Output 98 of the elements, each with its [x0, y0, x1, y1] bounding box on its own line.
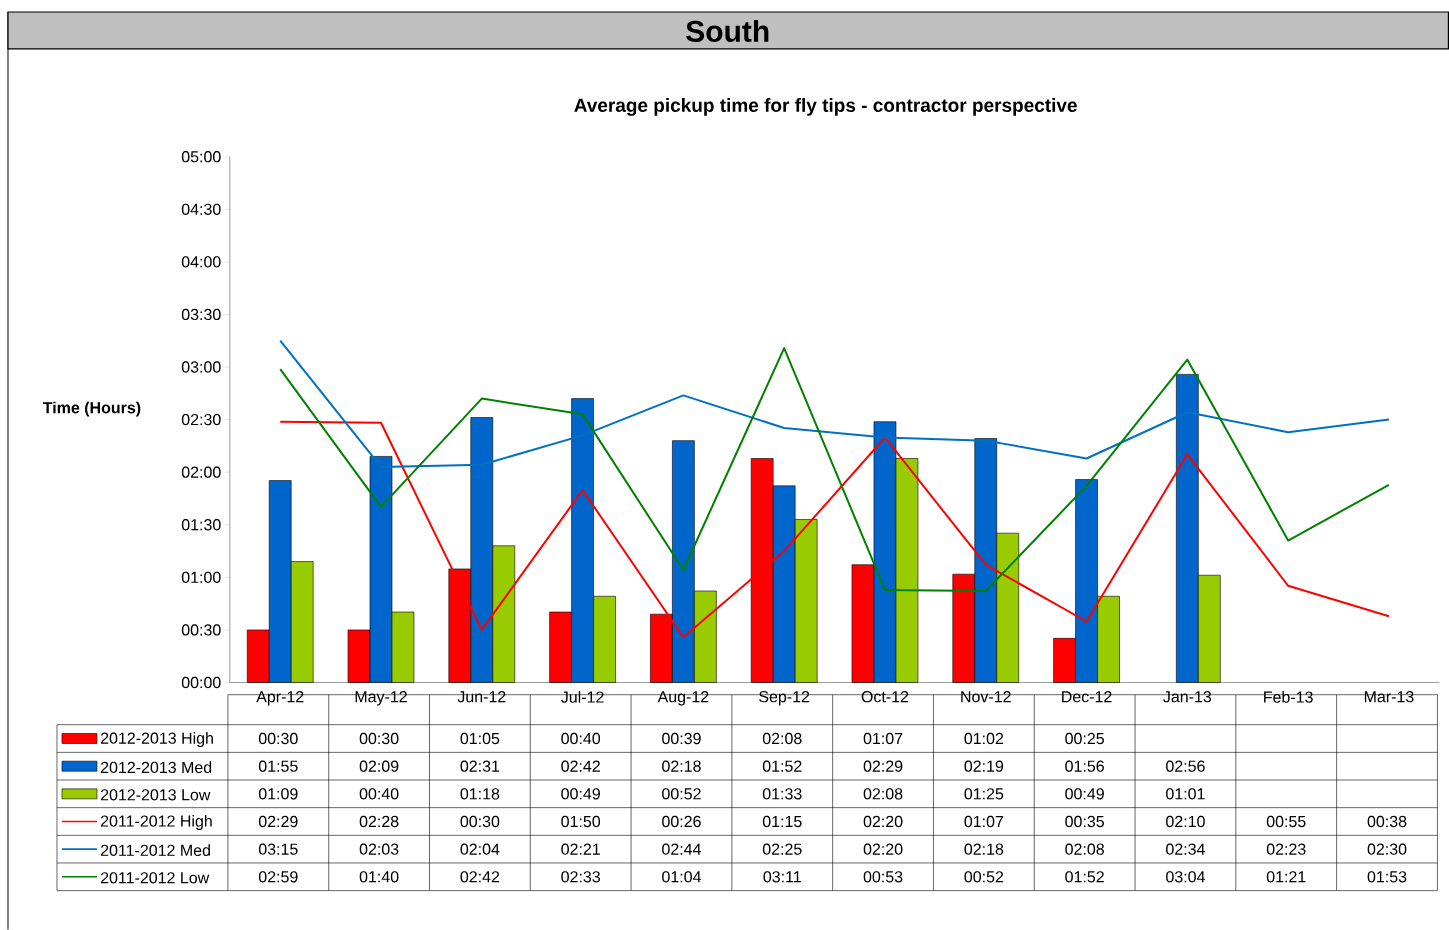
y-tick-label: 04:30: [181, 203, 221, 215]
data-label: 02:19: [964, 760, 1004, 772]
data-label: 00:53: [863, 871, 903, 883]
data-label: 00:30: [359, 732, 399, 745]
legend-label: 2011-2012 Low: [100, 872, 210, 884]
data-label: 01:15: [762, 815, 802, 828]
data-label: 01:02: [964, 732, 1004, 745]
data-label: 02:08: [762, 732, 802, 745]
data-label: 02:10: [1166, 815, 1205, 828]
data-label: 01:04: [662, 871, 702, 883]
x-tick-label: Apr-12: [256, 690, 304, 706]
data-label: 00:30: [460, 815, 500, 828]
data-label: 01:56: [1065, 760, 1104, 772]
y-tick-label: 00:30: [181, 624, 221, 636]
y-tick-label: 02:00: [181, 466, 221, 478]
data-label: 00:35: [1065, 815, 1104, 828]
data-label: 02:23: [1266, 843, 1306, 855]
data-label: 02:08: [863, 788, 903, 800]
data-label: 02:42: [460, 871, 500, 883]
y-tick-label: 00:00: [181, 676, 221, 689]
y-tick-label: 05:00: [181, 151, 221, 163]
data-label: 00:52: [964, 871, 1004, 883]
y-tick-label: 02:30: [181, 413, 221, 426]
line-series: [279, 347, 1390, 592]
data-label: 02:44: [662, 843, 702, 855]
data-label: 00:38: [1367, 815, 1407, 828]
legend-label: 2011-2012 Med: [100, 844, 210, 856]
y-tick-label: 04:00: [181, 256, 221, 268]
data-label: 00:52: [662, 788, 701, 800]
data-label: 01:55: [258, 760, 298, 772]
x-tick-label: Jul-12: [561, 690, 604, 703]
data-label: 02:31: [460, 760, 500, 772]
data-label: 01:07: [863, 732, 903, 745]
data-label: 02:03: [359, 843, 399, 855]
data-label: 02:28: [359, 815, 399, 828]
y-tick-label: 03:00: [181, 361, 221, 373]
data-label: 01:01: [1166, 788, 1205, 800]
legend-label: 2011-2012 High: [100, 814, 212, 830]
data-label: 02:18: [964, 843, 1004, 855]
data-label: 02:29: [863, 760, 903, 772]
data-label: 02:18: [662, 760, 701, 772]
data-label: 00:49: [1065, 788, 1104, 800]
data-label: 03:11: [763, 871, 801, 883]
data-label: 02:56: [1166, 760, 1205, 772]
data-label: 02:25: [762, 843, 802, 855]
x-tick-label: Aug-12: [657, 690, 709, 706]
x-tick-label: Mar-13: [1364, 690, 1414, 703]
legend-label: 2012-2013 High: [100, 732, 213, 747]
data-label: 02:08: [1065, 843, 1104, 855]
data-label: 01:50: [561, 815, 601, 828]
x-tick-label: Jan-13: [1163, 690, 1212, 703]
x-tick-label: Feb-13: [1264, 690, 1313, 703]
data-label: 02:29: [258, 815, 298, 828]
x-tick-label: Jun-12: [457, 690, 506, 703]
data-label: 01:21: [1266, 871, 1306, 883]
data-label: 01:52: [1065, 871, 1104, 883]
data-label: 01:09: [258, 788, 298, 800]
data-label: 01:25: [964, 788, 1004, 800]
data-label: 02:42: [561, 760, 600, 772]
x-tick-label: May-12: [355, 690, 407, 706]
data-label: 01:07: [964, 815, 1004, 828]
data-label: 01:40: [359, 871, 399, 883]
data-label: 02:20: [863, 815, 903, 828]
data-label: 03:04: [1166, 871, 1205, 883]
legend-label: 2012-2013 Med: [100, 761, 212, 773]
chart-subtitle: Average pickup time for fly tips - contractor perspective: [574, 98, 1077, 116]
data-label: 02:59: [258, 871, 298, 883]
data-label: 03:15: [258, 843, 298, 855]
x-tick-label: Dec-12: [1062, 690, 1112, 703]
x-tick-label: Nov-12: [961, 690, 1011, 703]
data-label: 01:05: [460, 732, 500, 745]
y-tick-label: 03:30: [181, 308, 221, 321]
data-label: 00:40: [359, 788, 399, 800]
data-label: 02:34: [1166, 843, 1205, 855]
data-label: 01:52: [762, 760, 802, 772]
data-label: 00:30: [258, 732, 298, 745]
y-axis-title: Time (Hours): [42, 401, 141, 417]
data-label: 01:33: [762, 788, 802, 800]
data-label: 00:39: [662, 732, 701, 745]
data-label: 02:04: [460, 843, 500, 855]
legend-label: 2012-2013 Low: [100, 789, 211, 801]
y-tick-label: 01:30: [181, 519, 221, 531]
x-tick-label: Oct-12: [861, 690, 909, 703]
data-label: 02:30: [1367, 843, 1407, 855]
data-label: 00:25: [1065, 732, 1104, 745]
data-label: 02:21: [561, 843, 600, 855]
chart-title: South: [686, 19, 769, 42]
data-label: 00:49: [561, 788, 600, 800]
data-label: 00:55: [1266, 815, 1306, 828]
y-tick-label: 01:00: [181, 571, 221, 583]
data-label: 02:33: [561, 871, 600, 883]
data-label: 01:53: [1367, 871, 1407, 883]
data-label: 00:26: [662, 815, 701, 828]
x-tick-label: Sep-12: [759, 690, 810, 706]
data-label: 00:40: [561, 732, 601, 745]
data-label: 01:18: [460, 788, 500, 800]
data-label: 02:09: [359, 760, 399, 772]
data-label: 02:20: [863, 843, 903, 855]
